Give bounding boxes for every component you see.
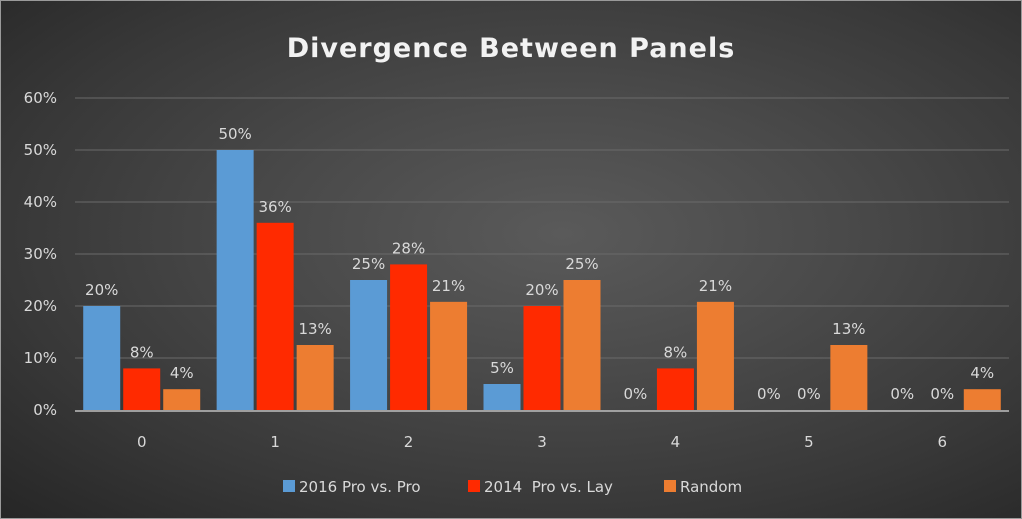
- data-label: 0%: [930, 385, 954, 403]
- legend-swatch: [283, 480, 295, 492]
- y-tick-label: 60%: [24, 89, 57, 107]
- data-label: 0%: [757, 385, 781, 403]
- data-label: 25%: [352, 255, 385, 273]
- bar-2014-pro-vs-lay-4: [656, 368, 694, 410]
- bar-2014-pro-vs-lay-3: [523, 306, 561, 410]
- bar-2014-pro-vs-lay-0: [123, 368, 161, 410]
- y-tick-label: 50%: [24, 141, 57, 159]
- bar-2016-pro-vs-pro-2: [350, 280, 388, 410]
- x-tick-label: 3: [537, 433, 547, 451]
- data-label: 4%: [170, 364, 194, 382]
- legend: 2016 Pro vs. Pro 2014 Pro vs. Lay Random: [283, 478, 742, 496]
- bar-random-0: [163, 389, 201, 410]
- chart-title: Divergence Between Panels: [287, 33, 736, 64]
- x-tick-label: 4: [671, 433, 681, 451]
- bar-2014-pro-vs-lay-1: [256, 222, 294, 410]
- y-tick-label: 0%: [33, 401, 57, 419]
- data-label: 4%: [970, 364, 994, 382]
- bar-2014-pro-vs-lay-2: [390, 264, 428, 410]
- data-label: 13%: [298, 320, 331, 338]
- y-axis-ticks: 0% 10% 20% 30% 40% 50% 60%: [24, 89, 57, 419]
- data-label: 25%: [565, 255, 598, 273]
- data-label: 0%: [797, 385, 821, 403]
- data-labels: 20% 8% 4% 50% 36% 13% 25% 28% 21% 5% 20% 25% 0% 8% 21%…: [85, 125, 994, 403]
- y-tick-label: 20%: [24, 297, 57, 315]
- x-tick-label: 2: [404, 433, 414, 451]
- data-label: 20%: [85, 281, 118, 299]
- bar-random-5: [830, 345, 868, 410]
- data-label: 36%: [258, 198, 291, 216]
- bar-random-1: [296, 345, 334, 410]
- x-tick-label: 1: [270, 433, 280, 451]
- data-label: 0%: [624, 385, 648, 403]
- data-label: 13%: [832, 320, 865, 338]
- legend-label: 2016 Pro vs. Pro: [299, 478, 421, 496]
- data-label: 21%: [432, 277, 465, 295]
- legend-swatch: [664, 480, 676, 492]
- legend-label: 2014 Pro vs. Lay: [484, 478, 613, 496]
- data-label: 5%: [490, 359, 514, 377]
- x-tick-label: 0: [137, 433, 147, 451]
- bar-2016-pro-vs-pro-1: [216, 150, 254, 410]
- data-label: 28%: [392, 239, 425, 257]
- x-tick-label: 5: [804, 433, 814, 451]
- bars: [83, 150, 1001, 410]
- bar-random-2: [430, 301, 468, 410]
- data-label: 20%: [525, 281, 558, 299]
- y-tick-label: 30%: [24, 245, 57, 263]
- data-label: 21%: [699, 277, 732, 295]
- y-tick-label: 40%: [24, 193, 57, 211]
- legend-swatch: [468, 480, 480, 492]
- data-label: 8%: [664, 343, 688, 361]
- x-axis-ticks: 0 1 2 3 4 5 6: [137, 433, 947, 451]
- data-label: 8%: [130, 343, 154, 361]
- x-tick-label: 6: [938, 433, 948, 451]
- bar-2016-pro-vs-pro-0: [83, 306, 121, 410]
- bar-random-4: [696, 301, 734, 410]
- legend-label: Random: [680, 478, 742, 496]
- bar-2016-pro-vs-pro-3: [483, 384, 521, 410]
- bar-random-3: [563, 280, 601, 410]
- bar-random-6: [963, 389, 1001, 410]
- data-label: 0%: [890, 385, 914, 403]
- y-tick-label: 10%: [24, 349, 57, 367]
- data-label: 50%: [218, 125, 251, 143]
